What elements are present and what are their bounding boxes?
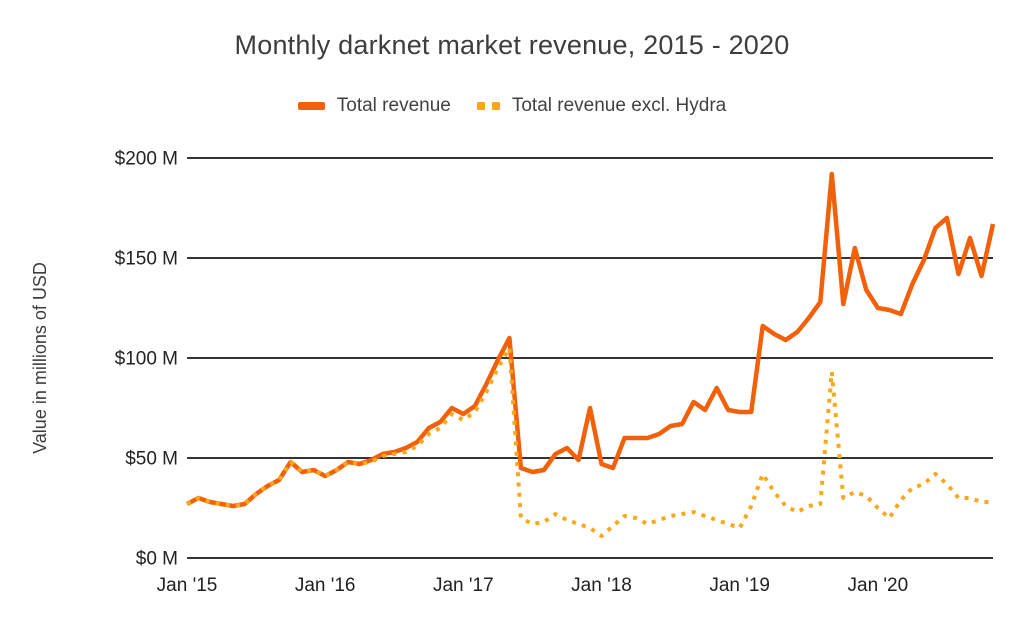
series-line-total-revenue [185,171,996,509]
x-tick-label-48: Jan '19 [709,575,770,596]
x-tick-label-36: Jan '18 [571,575,632,596]
x-tick-label-24: Jan '17 [433,575,494,596]
legend-label-total-revenue: Total revenue [336,95,451,116]
y-tick-label-0: $0 M [136,549,178,570]
legend-label-excl-hydra: Total revenue excl. Hydra [511,95,727,116]
legend-item-excl-hydra: Total revenue excl. Hydra [476,95,727,117]
series-lines-group [185,171,996,538]
x-tick-label-0: Jan '15 [157,575,218,596]
y-tick-label-150: $150 M [115,249,178,270]
series-line-total-revenue-excl-hydra [186,346,993,538]
y-tick-label-200: $200 M [115,149,178,170]
legend-swatch-dotted [476,102,500,110]
legend: Total revenue Total revenue excl. Hydra [0,95,1024,117]
gridlines-group [187,157,993,559]
y-tick-label-50: $50 M [125,449,178,470]
legend-dot-icon [476,102,485,110]
legend-swatch-solid [297,102,325,110]
x-tick-label-60: Jan '20 [848,575,909,596]
legend-dot-icon [491,102,500,110]
y-axis-title: Value in millions of USD [30,262,50,454]
chart-title: Monthly darknet market revenue, 2015 - 2… [234,30,790,60]
y-tick-label-100: $100 M [115,349,178,370]
legend-item-total-revenue: Total revenue [297,95,451,117]
axis-labels-group: $0 M $50 M $100 M $150 M $200 M Jan '15 Jan '1… [115,149,909,597]
x-tick-label-12: Jan '16 [295,575,356,596]
